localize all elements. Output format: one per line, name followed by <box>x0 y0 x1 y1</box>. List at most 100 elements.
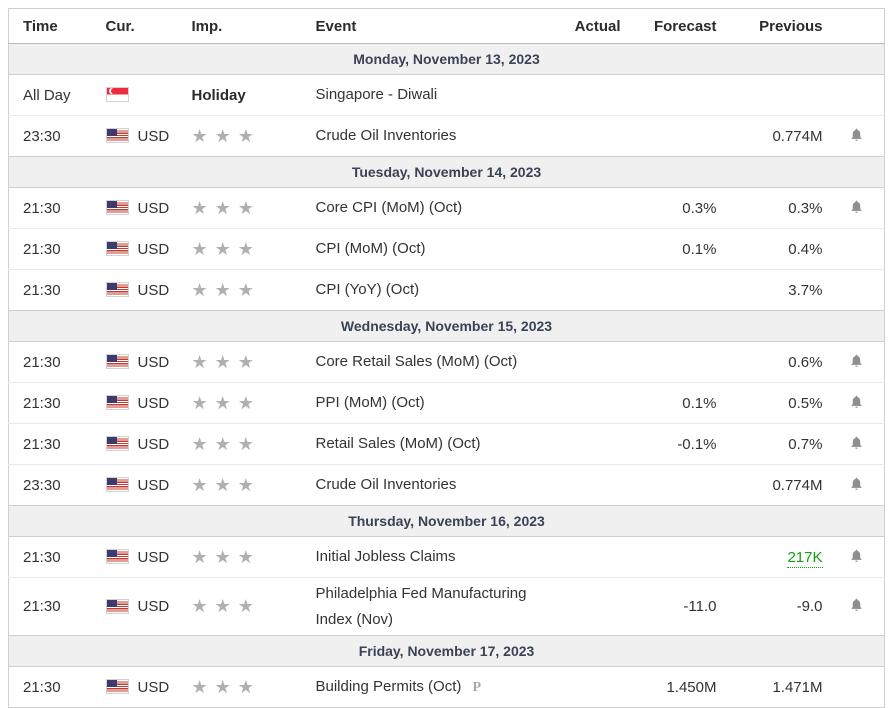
alert-bell-button[interactable] <box>849 435 864 453</box>
event-row: 21:30 USD ★★★ Core CPI (MoM) (Oct) 0.3% … <box>8 187 885 229</box>
alert-bell-button[interactable] <box>849 353 864 371</box>
event-cell: CPI (YoY) (Oct) <box>300 269 567 311</box>
actual-value <box>566 536 627 578</box>
importance-cell: ★★★ <box>178 187 301 229</box>
us-flag-icon <box>105 241 129 257</box>
actual-value <box>566 423 627 465</box>
col-header-event: Event <box>300 8 567 44</box>
importance-stars: ★★★ <box>191 433 261 454</box>
col-header-alert <box>828 8 885 44</box>
actual-value <box>566 577 627 636</box>
day-header-row: Friday, November 17, 2023 <box>8 635 885 667</box>
previous-value: 0.4% <box>788 240 823 258</box>
day-header-label: Thursday, November 16, 2023 <box>348 513 545 529</box>
currency-code: USD <box>137 476 170 494</box>
bell-icon <box>851 598 862 611</box>
us-flag-icon <box>105 679 129 695</box>
alert-bell-button[interactable] <box>849 476 864 494</box>
event-cell: Core Retail Sales (MoM) (Oct) <box>300 341 567 383</box>
event-time: 23:30 <box>8 115 93 157</box>
event-cell: Initial Jobless Claims <box>300 536 567 578</box>
day-header-label: Wednesday, November 15, 2023 <box>340 318 553 334</box>
event-name[interactable]: Core Retail Sales (MoM) (Oct) <box>315 353 518 371</box>
event-name[interactable]: Core CPI (MoM) (Oct) <box>315 199 463 217</box>
event-time: 21:30 <box>8 228 93 270</box>
economic-calendar: Time Cur. Imp. Event Actual Forecast Pre… <box>8 8 885 708</box>
col-header-forecast: Forecast <box>626 8 723 44</box>
currency-cell: USD <box>92 577 179 636</box>
bell-icon <box>851 549 862 562</box>
importance-stars: ★★★ <box>191 125 261 146</box>
currency-cell: USD <box>92 423 179 465</box>
importance-stars: ★★★ <box>191 392 261 413</box>
event-time: 23:30 <box>8 464 93 506</box>
event-name[interactable]: Crude Oil Inventories <box>315 476 457 494</box>
importance-stars: ★★★ <box>191 676 261 697</box>
importance-cell: ★★★ <box>178 423 301 465</box>
event-name[interactable]: Crude Oil Inventories <box>315 127 457 145</box>
importance-cell: ★★★ <box>178 115 301 157</box>
importance-stars: ★★★ <box>191 474 261 495</box>
actual-value <box>566 74 627 116</box>
event-row: 21:30 USD ★★★ Philadelphia Fed Manufactu… <box>8 577 885 636</box>
currency-code: USD <box>137 394 170 412</box>
event-name[interactable]: PPI (MoM) (Oct) <box>315 394 425 412</box>
economic-calendar-table: Time Cur. Imp. Event Actual Forecast Pre… <box>8 8 885 708</box>
us-flag-icon <box>105 477 129 493</box>
day-header-row: Monday, November 13, 2023 <box>8 43 885 75</box>
us-flag-icon <box>105 549 129 565</box>
event-cell: PPI (MoM) (Oct) <box>300 382 567 424</box>
bell-icon <box>851 200 862 213</box>
us-flag-icon <box>105 436 129 452</box>
importance-stars: ★★★ <box>191 197 261 218</box>
col-header-time: Time <box>8 8 93 44</box>
importance-cell: ★★★ <box>178 269 301 311</box>
forecast-value: 0.3% <box>626 187 723 229</box>
currency-code: USD <box>137 598 170 615</box>
currency-cell: USD <box>92 269 179 311</box>
previous-value: 3.7% <box>788 281 823 299</box>
forecast-value: 0.1% <box>626 228 723 270</box>
event-name[interactable]: CPI (YoY) (Oct) <box>315 281 420 299</box>
alert-bell-button[interactable] <box>849 597 864 615</box>
event-time: All Day <box>8 74 93 116</box>
actual-value <box>566 228 627 270</box>
event-row: 21:30 USD ★★★ PPI (MoM) (Oct) 0.1% 0.5% <box>8 382 885 424</box>
event-name[interactable]: Building Permits (Oct) <box>315 678 462 696</box>
forecast-value: -0.1% <box>626 423 723 465</box>
event-name[interactable]: Philadelphia Fed Manufacturing Index (No… <box>315 585 527 628</box>
event-cell: Crude Oil Inventories <box>300 464 567 506</box>
col-header-actual: Actual <box>566 8 627 44</box>
calendar-body: Monday, November 13, 2023 All Day Holida… <box>8 43 885 708</box>
us-flag-icon <box>105 200 129 216</box>
currency-cell: USD <box>92 666 179 708</box>
actual-value <box>566 269 627 311</box>
actual-value <box>566 666 627 708</box>
forecast-value <box>626 341 723 383</box>
event-name[interactable]: Initial Jobless Claims <box>315 548 456 566</box>
alert-bell-button[interactable] <box>849 127 864 145</box>
event-name[interactable]: Singapore - Diwali <box>315 86 438 104</box>
day-header-label: Friday, November 17, 2023 <box>358 643 535 659</box>
importance-stars: ★★★ <box>191 238 261 259</box>
event-name[interactable]: Retail Sales (MoM) (Oct) <box>315 435 481 453</box>
event-row: 21:30 USD ★★★ Core Retail Sales (MoM) (O… <box>8 341 885 383</box>
previous-value: 0.774M <box>772 476 823 494</box>
alert-bell-button[interactable] <box>849 548 864 566</box>
bell-icon <box>851 395 862 408</box>
col-header-importance: Imp. <box>178 8 301 44</box>
importance-stars: ★★★ <box>191 546 261 567</box>
alert-bell-button[interactable] <box>849 394 864 412</box>
forecast-value <box>626 536 723 578</box>
previous-value[interactable]: 217K <box>787 548 823 568</box>
alert-bell-button[interactable] <box>849 199 864 217</box>
us-flag-icon <box>105 282 129 298</box>
importance-stars: ★★★ <box>191 279 261 300</box>
event-name[interactable]: CPI (MoM) (Oct) <box>315 240 426 258</box>
holiday-label: Holiday <box>191 86 246 104</box>
event-time: 21:30 <box>8 382 93 424</box>
event-time: 21:30 <box>8 666 93 708</box>
actual-value <box>566 187 627 229</box>
currency-cell: USD <box>92 382 179 424</box>
actual-value <box>566 341 627 383</box>
